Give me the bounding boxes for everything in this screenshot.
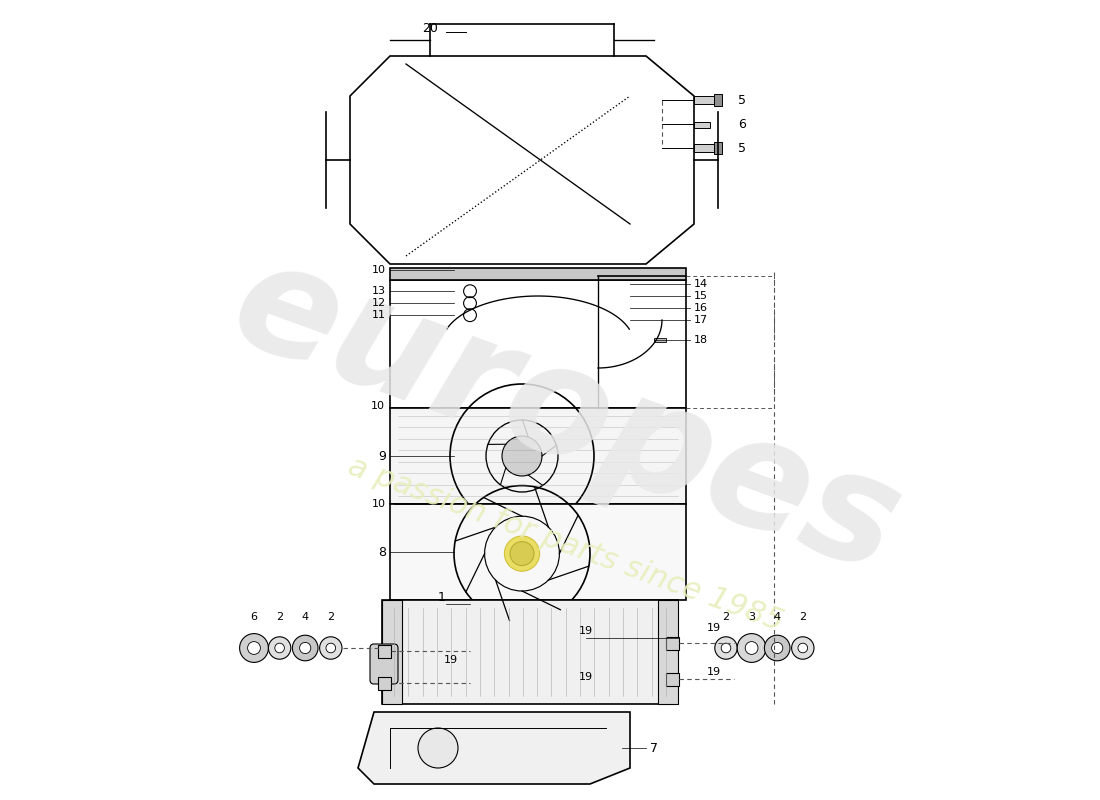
Text: 19: 19	[707, 667, 721, 677]
Text: 19: 19	[579, 626, 593, 636]
Circle shape	[248, 642, 261, 654]
Text: 6: 6	[251, 613, 257, 622]
Bar	[694, 144, 714, 152]
Bar	[382, 600, 402, 704]
Text: 9: 9	[378, 450, 386, 462]
Text: 20: 20	[422, 22, 438, 34]
Bar	[658, 600, 678, 704]
Text: 18: 18	[694, 335, 708, 345]
Text: 2: 2	[723, 613, 729, 622]
Bar	[390, 268, 686, 280]
Bar	[390, 408, 686, 504]
Circle shape	[745, 642, 758, 654]
Text: 2: 2	[276, 613, 283, 622]
Bar	[382, 600, 678, 704]
Circle shape	[293, 635, 318, 661]
Bar	[378, 677, 390, 690]
Circle shape	[320, 637, 342, 659]
Circle shape	[715, 637, 737, 659]
Text: 1: 1	[438, 591, 446, 604]
Circle shape	[737, 634, 766, 662]
Text: 12: 12	[372, 298, 386, 308]
Text: 10: 10	[372, 499, 386, 509]
Circle shape	[792, 637, 814, 659]
Bar	[390, 280, 686, 408]
Text: 16: 16	[694, 303, 708, 313]
Text: 5: 5	[738, 142, 746, 154]
Text: 10: 10	[372, 266, 386, 275]
Text: 17: 17	[694, 315, 708, 325]
Text: 3: 3	[748, 613, 755, 622]
Bar	[666, 637, 679, 650]
Circle shape	[510, 542, 534, 566]
Circle shape	[722, 643, 730, 653]
Circle shape	[771, 642, 783, 654]
Text: 11: 11	[372, 310, 386, 320]
Circle shape	[299, 642, 311, 654]
Text: 8: 8	[378, 546, 386, 558]
Circle shape	[798, 643, 807, 653]
Circle shape	[502, 436, 542, 476]
Polygon shape	[358, 712, 630, 784]
Circle shape	[268, 637, 290, 659]
Text: 5: 5	[738, 94, 746, 106]
Text: 4: 4	[301, 613, 309, 622]
Text: 19: 19	[444, 655, 458, 665]
Bar	[378, 645, 390, 658]
Text: 19: 19	[579, 672, 593, 682]
Text: 10: 10	[371, 401, 384, 410]
Bar	[694, 122, 710, 128]
Circle shape	[275, 643, 285, 653]
Circle shape	[764, 635, 790, 661]
Text: 2: 2	[327, 613, 334, 622]
Bar	[666, 673, 679, 686]
Text: europes: europes	[213, 227, 918, 605]
Circle shape	[326, 643, 336, 653]
Bar	[390, 504, 686, 600]
FancyBboxPatch shape	[370, 644, 398, 684]
Bar	[694, 96, 714, 104]
Circle shape	[418, 728, 458, 768]
Bar	[654, 338, 666, 342]
Text: 2: 2	[800, 613, 806, 622]
Bar	[714, 142, 722, 154]
Bar	[714, 94, 722, 106]
Text: 7: 7	[650, 742, 658, 754]
Circle shape	[505, 536, 540, 571]
Text: 15: 15	[694, 291, 708, 301]
Text: 14: 14	[694, 279, 708, 289]
Text: 4: 4	[773, 613, 781, 622]
Text: 13: 13	[372, 286, 386, 296]
Text: 19: 19	[707, 623, 721, 633]
Text: a passion for parts since 1985: a passion for parts since 1985	[344, 451, 788, 637]
Circle shape	[240, 634, 268, 662]
Text: 6: 6	[738, 118, 746, 130]
